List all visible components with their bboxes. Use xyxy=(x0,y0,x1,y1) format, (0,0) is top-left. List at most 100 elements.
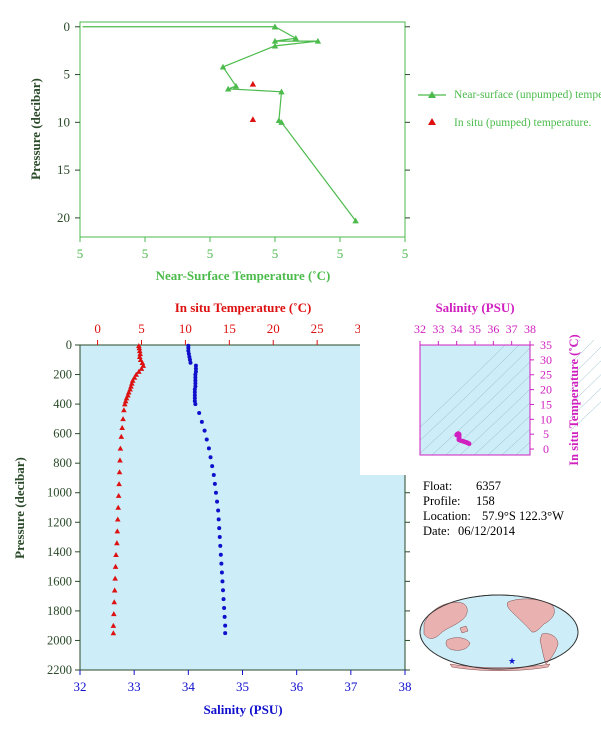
top-ylabel: Pressure (decibar) xyxy=(28,78,43,180)
profile-y-tick-label: 1800 xyxy=(47,604,72,618)
temperature-axis-tick-label: 5 xyxy=(138,321,145,336)
near-surface-temperature-panel: 5 5 5 5 5 5 0 5 10 15 20 Pressure (decibar) Near-S… xyxy=(28,19,601,283)
salinity-axis-tick-label: 35 xyxy=(236,679,249,694)
profile-panel: 0200400600800100012001400160018002000220… xyxy=(12,300,412,717)
salinity-point xyxy=(216,508,221,513)
top-xlabel: Near-Surface Temperature (˚C) xyxy=(156,268,331,283)
temperature-point xyxy=(136,345,143,351)
profile-value: 158 xyxy=(476,494,495,508)
temperature-point xyxy=(137,351,143,357)
ts-y-tick-label: 30 xyxy=(540,353,552,367)
salinity-point xyxy=(215,499,220,504)
profile-y-tick-label: 1600 xyxy=(47,574,72,588)
profile-y-tick-label: 2200 xyxy=(47,663,72,677)
salinity-point xyxy=(219,561,224,566)
temperature-point xyxy=(128,383,134,389)
temperature-axis-tick-label: 25 xyxy=(311,321,324,336)
salinity-point xyxy=(197,410,202,415)
salinity-point xyxy=(186,351,191,356)
salinity-point xyxy=(193,372,198,377)
ts-mask-bottom xyxy=(410,455,540,475)
salinity-point xyxy=(212,481,217,486)
temperature-point xyxy=(112,575,118,581)
unpumped-temperature-line xyxy=(82,26,357,222)
profile-y-tick-label: 2000 xyxy=(47,633,72,647)
salinity-point xyxy=(193,369,198,374)
salinity-point xyxy=(187,354,192,359)
salinity-point xyxy=(193,378,198,383)
salinity-point xyxy=(222,614,227,619)
map-land xyxy=(423,598,559,671)
star-icon: ★ xyxy=(508,656,516,666)
salinity-axis-tick-label: 33 xyxy=(128,679,141,694)
temperature-point xyxy=(121,401,128,407)
salinity-point xyxy=(192,393,197,398)
temperature-axis-tick-label: 20 xyxy=(267,321,280,336)
unpumped-temperature-point xyxy=(271,37,279,44)
unpumped-temperature-point xyxy=(314,37,322,44)
profile-y-tick-label: 800 xyxy=(53,456,72,470)
temperature-point xyxy=(121,407,127,413)
salinity-point xyxy=(192,390,197,395)
salinity-point xyxy=(193,381,198,386)
temperature-point xyxy=(123,395,130,401)
salinity-point xyxy=(221,597,226,602)
salinity-axis-tick-label: 36 xyxy=(290,679,304,694)
unpumped-temperature-point xyxy=(292,35,299,41)
salinity-axis-tick-label: 37 xyxy=(344,679,358,694)
temperature-point xyxy=(129,377,136,383)
legend-marker-pumped xyxy=(428,118,436,125)
top-y-tick-label: 20 xyxy=(57,210,70,225)
profile-ylabel: Pressure (decibar) xyxy=(12,457,27,559)
profile-label: Profile: xyxy=(423,494,461,508)
temperature-point xyxy=(136,368,142,374)
top-x-tick-label: 5 xyxy=(272,246,279,261)
salinity-point xyxy=(204,437,209,442)
float-value: 6357 xyxy=(476,479,501,493)
temperature-point xyxy=(114,540,120,546)
salinity-point xyxy=(206,446,211,451)
profile-bottom-axis-label: Salinity (PSU) xyxy=(203,702,282,717)
top-legend: Near-surface (unpumped) temperature. In … xyxy=(418,89,601,129)
ts-x-tick-label: 32 xyxy=(414,322,426,336)
temperature-point xyxy=(114,516,121,522)
profile-y-tick-label: 600 xyxy=(53,427,72,441)
temperature-axis-tick-label: 0 xyxy=(94,321,101,336)
ts-point xyxy=(466,441,472,447)
ts-plot-area xyxy=(419,344,531,456)
temperature-point xyxy=(136,348,143,354)
temperature-point xyxy=(115,492,122,498)
unpumped-temperature-point xyxy=(278,88,285,95)
temperature-point xyxy=(115,504,122,510)
map-border xyxy=(419,594,579,670)
temperature-point xyxy=(111,599,118,605)
salinity-point xyxy=(208,455,213,460)
unpumped-temperature-point xyxy=(225,85,232,92)
profile-top-axis-label: In situ Temperature (˚C) xyxy=(175,300,312,315)
profile-y-tick-label: 1400 xyxy=(47,545,72,559)
unpumped-temperature-point xyxy=(278,119,285,125)
ts-xlabel: Salinity (PSU) xyxy=(435,300,514,315)
ts-x-tick-label: 38 xyxy=(524,322,536,336)
temperature-point xyxy=(111,611,117,617)
salinity-point xyxy=(219,570,224,575)
ts-x-tick-label: 34 xyxy=(451,322,463,336)
location-value: 57.9°S 122.3°W xyxy=(482,509,564,523)
temperature-point xyxy=(117,445,124,451)
salinity-point xyxy=(218,552,223,557)
temperature-point xyxy=(117,457,123,463)
ts-y-tick-label: 20 xyxy=(540,383,552,397)
top-y-tick-label: 0 xyxy=(64,19,71,34)
salinity-point xyxy=(213,490,218,495)
temperature-point xyxy=(129,380,135,386)
legend-label-unpumped: Near-surface (unpumped) temperature. xyxy=(454,89,601,101)
temperature-point xyxy=(136,342,142,348)
salinity-point xyxy=(193,366,198,371)
ts-density-contour xyxy=(417,339,539,456)
pumped-temperature-point xyxy=(249,80,257,87)
temperature-point xyxy=(116,481,122,487)
temperature-point xyxy=(110,630,117,636)
salinity-point xyxy=(186,345,191,350)
ts-density-contour xyxy=(515,374,601,456)
